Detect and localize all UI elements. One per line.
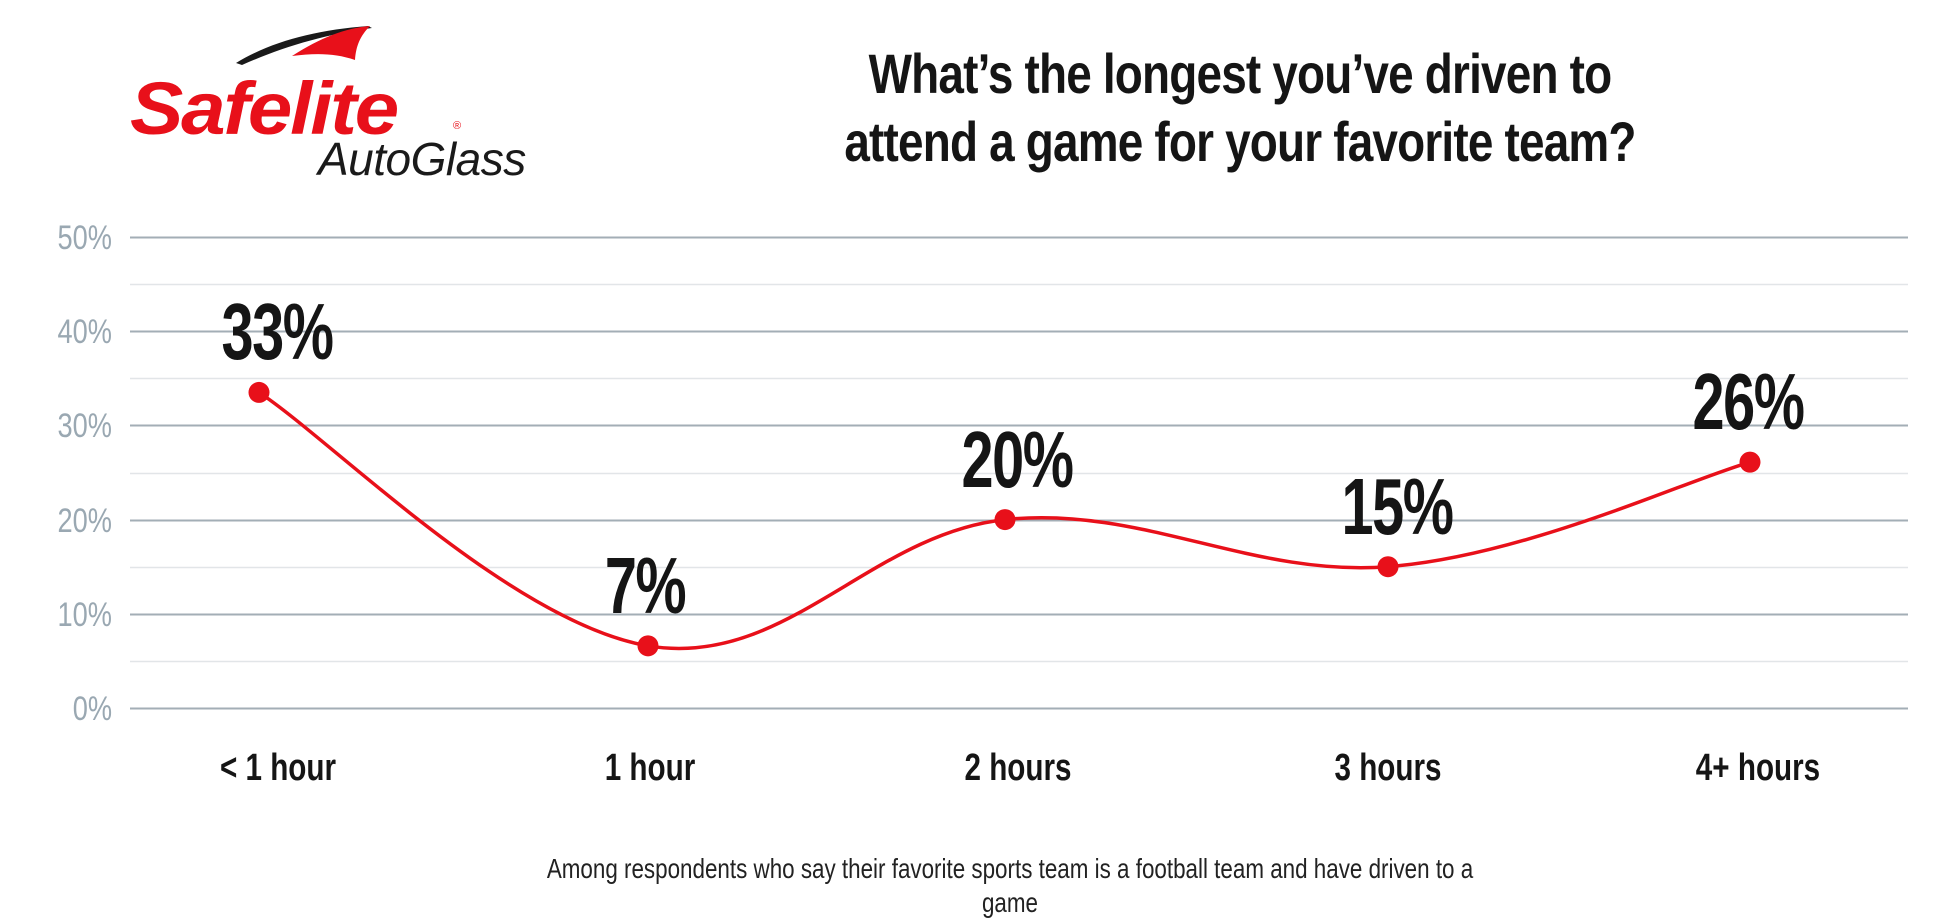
registered-mark: ® bbox=[453, 120, 462, 132]
y-tick-label: 30% bbox=[57, 407, 112, 446]
data-point-marker bbox=[1377, 556, 1399, 578]
y-tick-label: 40% bbox=[57, 313, 112, 352]
y-tick-label: 0% bbox=[72, 690, 112, 728]
data-label: 26% bbox=[1692, 357, 1805, 447]
x-tick-label: 3 hours bbox=[1334, 747, 1442, 789]
line-chart-plot bbox=[130, 236, 1908, 710]
data-label: 33% bbox=[221, 287, 334, 377]
swoosh-icon bbox=[236, 26, 372, 65]
data-point-marker bbox=[248, 381, 270, 403]
data-label: 20% bbox=[961, 414, 1074, 504]
chart-title: What’s the longest you’ve driven to atte… bbox=[700, 40, 1780, 176]
gridlines bbox=[130, 236, 1908, 710]
data-markers bbox=[248, 381, 1761, 657]
chart-footnote: Among respondents who say their favorite… bbox=[546, 853, 1474, 918]
y-tick-label: 50% bbox=[57, 219, 112, 257]
chart-title-line-1: What’s the longest you’ve driven to bbox=[868, 42, 1613, 105]
y-tick-label: 10% bbox=[57, 595, 112, 634]
logo-subname: AutoGlass bbox=[318, 133, 526, 185]
x-tick-label: 1 hour bbox=[604, 747, 696, 789]
data-point-marker bbox=[1739, 451, 1761, 473]
x-tick-label: 4+ hours bbox=[1695, 747, 1821, 789]
safelite-autoglass-logo: Safelite ® AutoGlass bbox=[120, 20, 560, 190]
data-label: 7% bbox=[604, 540, 687, 630]
x-tick-label: 2 hours bbox=[964, 747, 1072, 789]
logo-wordmark: Safelite bbox=[130, 67, 399, 150]
data-label: 15% bbox=[1341, 461, 1454, 551]
chart-title-line-2: attend a game for your favorite team? bbox=[844, 110, 1636, 173]
data-point-marker bbox=[637, 635, 659, 657]
y-tick-label: 20% bbox=[57, 501, 112, 540]
x-tick-label: < 1 hour bbox=[219, 747, 337, 789]
data-point-marker bbox=[994, 509, 1016, 531]
